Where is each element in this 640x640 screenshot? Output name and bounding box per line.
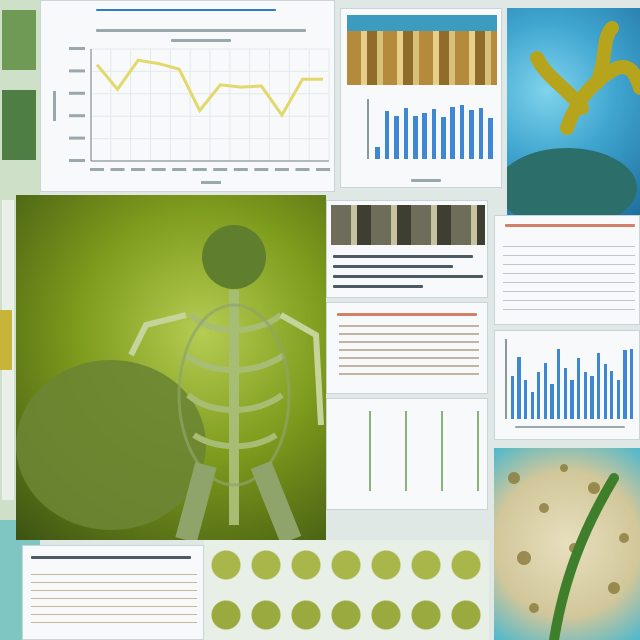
bar-chart-axis-y bbox=[367, 99, 369, 159]
line-chart-panel bbox=[40, 0, 335, 192]
chart-bar bbox=[459, 105, 465, 159]
x-tick-label-blurred bbox=[254, 168, 269, 171]
document-panel-1 bbox=[326, 200, 488, 298]
document-1-text-line-4 bbox=[333, 285, 423, 288]
chart-title-blurred bbox=[96, 29, 306, 32]
creature-skeleton-photo bbox=[16, 195, 326, 540]
document-1-text-line-1 bbox=[333, 255, 473, 258]
thumbnail-strip-header bbox=[347, 15, 497, 31]
y-tick-label-blurred bbox=[69, 47, 85, 50]
document-panel-bottom-left bbox=[22, 545, 204, 640]
line-chart-series bbox=[95, 58, 323, 118]
chart-bar bbox=[441, 117, 446, 159]
bottom-left-document-heading-line bbox=[31, 556, 191, 559]
chart-bar bbox=[557, 348, 561, 419]
chart-heading-blurred bbox=[96, 9, 276, 11]
right-document-table bbox=[503, 238, 635, 318]
x-tick-label-blurred bbox=[172, 168, 187, 171]
right-bar-chart-axis-label bbox=[515, 426, 625, 428]
document-1-text-line-2 bbox=[333, 265, 453, 268]
chart-bar bbox=[375, 147, 381, 159]
x-tick-label-blurred bbox=[213, 168, 228, 171]
chart-bar bbox=[616, 380, 621, 419]
x-tick-label-blurred bbox=[192, 168, 207, 171]
chart-bar bbox=[537, 372, 541, 419]
y-tick-label-blurred bbox=[69, 69, 85, 73]
left-strip-photo-2 bbox=[2, 90, 36, 160]
chart-subtitle-blurred bbox=[171, 39, 231, 42]
document-3-table bbox=[335, 411, 481, 491]
chart-bar bbox=[384, 111, 390, 159]
chart-bar bbox=[590, 376, 594, 419]
x-tick-label-blurred bbox=[295, 168, 310, 171]
document-1-text-line-3 bbox=[333, 275, 483, 278]
chart-bar bbox=[469, 110, 474, 159]
document-panel-3 bbox=[326, 398, 488, 510]
x-tick-label-blurred bbox=[233, 168, 248, 171]
y-axis-label-blurred bbox=[53, 91, 56, 121]
document-panel-2 bbox=[326, 302, 488, 394]
bottom-left-document-table bbox=[31, 570, 197, 630]
coral-ocean-photo bbox=[507, 8, 640, 215]
right-bar-chart-axis-y bbox=[505, 339, 507, 419]
chart-bar bbox=[623, 350, 627, 419]
chart-bar bbox=[412, 116, 418, 159]
chart-bar bbox=[422, 112, 427, 159]
chart-bar bbox=[394, 116, 399, 159]
y-tick-label-blurred bbox=[69, 91, 85, 95]
bar-chart-bars-top bbox=[373, 101, 495, 159]
chart-bar bbox=[630, 348, 634, 419]
document-panel-right bbox=[494, 215, 640, 325]
chart-bar bbox=[403, 107, 409, 159]
y-tick-label-blurred bbox=[69, 159, 85, 162]
plant-stem-photo bbox=[494, 448, 640, 640]
x-tick-label-blurred bbox=[131, 168, 146, 171]
document-2-table bbox=[339, 325, 479, 381]
chart-bar bbox=[603, 364, 607, 419]
y-tick-label-blurred bbox=[69, 114, 85, 118]
chart-bar bbox=[583, 372, 587, 419]
bar-chart-panel-top bbox=[340, 8, 502, 188]
x-tick-label-blurred bbox=[316, 168, 330, 171]
left-strip-photo-4 bbox=[0, 310, 12, 370]
specimen-grid-photo bbox=[204, 540, 489, 640]
chart-bar bbox=[431, 109, 437, 159]
skeleton-creature-icon bbox=[16, 225, 324, 540]
specimen-grid-pattern bbox=[204, 540, 489, 640]
bar-chart-bars-right bbox=[509, 341, 635, 419]
chart-bar bbox=[530, 391, 534, 419]
bar-chart-axis-label bbox=[411, 179, 441, 182]
chart-bar bbox=[550, 383, 554, 419]
chart-bar bbox=[576, 358, 581, 419]
x-tick-label-blurred bbox=[110, 168, 125, 171]
bar-chart-panel-right bbox=[494, 330, 640, 440]
chart-bar bbox=[543, 362, 548, 419]
chart-bar bbox=[563, 368, 568, 419]
document-2-heading-line bbox=[337, 313, 477, 316]
chart-bar bbox=[517, 356, 521, 419]
x-tick-label-blurred bbox=[151, 168, 166, 171]
chart-bar bbox=[478, 107, 484, 159]
plant-stem-icon bbox=[508, 464, 629, 640]
right-document-heading-line bbox=[505, 224, 635, 227]
y-tick-label-blurred bbox=[69, 136, 85, 140]
chart-bar bbox=[510, 376, 514, 419]
chart-bar bbox=[523, 380, 528, 419]
coral-branch-icon bbox=[507, 21, 640, 215]
x-tick-label-blurred bbox=[274, 168, 289, 171]
chart-bar bbox=[487, 118, 493, 159]
line-chart bbox=[53, 47, 330, 184]
chart-bar bbox=[450, 106, 456, 159]
chart-bar bbox=[610, 370, 614, 419]
chart-bar bbox=[596, 352, 601, 419]
document-1-image-strip bbox=[331, 205, 485, 245]
left-strip-photo-1 bbox=[2, 10, 36, 70]
x-tick-label-blurred bbox=[90, 168, 104, 171]
chart-bar bbox=[570, 380, 574, 419]
x-axis-label-blurred bbox=[201, 181, 221, 184]
